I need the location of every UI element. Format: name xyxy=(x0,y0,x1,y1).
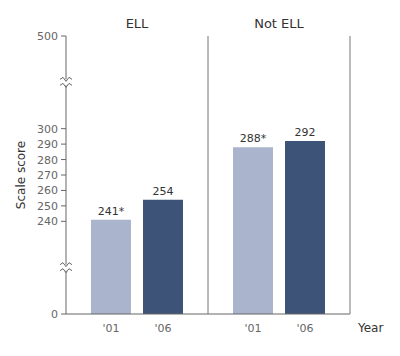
svg-text:Not ELL: Not ELL xyxy=(254,16,304,31)
svg-text:'06: '06 xyxy=(154,322,171,335)
svg-text:'01: '01 xyxy=(102,322,119,335)
svg-text:292: 292 xyxy=(295,126,316,139)
svg-text:250: 250 xyxy=(37,200,58,213)
svg-text:288*: 288* xyxy=(240,132,267,145)
svg-text:240: 240 xyxy=(37,215,58,228)
svg-text:300: 300 xyxy=(37,123,58,136)
svg-text:280: 280 xyxy=(37,154,58,167)
svg-text:ELL: ELL xyxy=(126,16,149,31)
svg-text:290: 290 xyxy=(37,138,58,151)
svg-text:'01: '01 xyxy=(244,322,261,335)
svg-text:270: 270 xyxy=(37,169,58,182)
svg-text:Scale score: Scale score xyxy=(14,141,28,209)
svg-text:'06: '06 xyxy=(296,322,313,335)
svg-text:Year: Year xyxy=(357,321,383,335)
svg-text:254: 254 xyxy=(153,185,174,198)
svg-text:260: 260 xyxy=(37,184,58,197)
svg-text:241*: 241* xyxy=(98,205,125,218)
svg-text:0: 0 xyxy=(51,308,58,321)
svg-text:500: 500 xyxy=(37,30,58,43)
